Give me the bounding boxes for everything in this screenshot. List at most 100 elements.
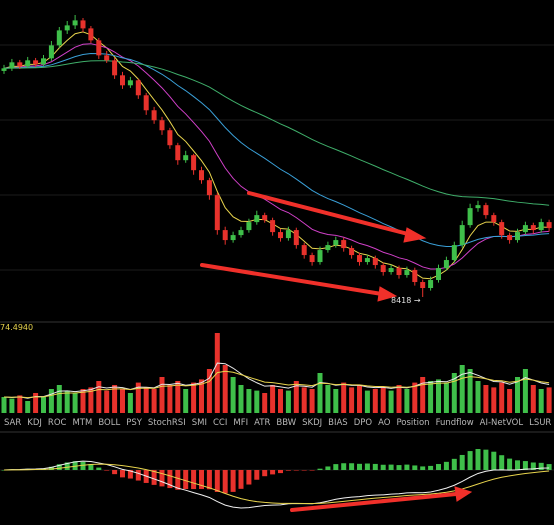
indicator-tab[interactable]: SAR (4, 418, 22, 428)
indicator-tab[interactable]: Position (396, 418, 430, 428)
candle-body (96, 40, 102, 56)
indicator-tab[interactable]: BOLL (98, 418, 121, 428)
volume-bar (262, 393, 268, 413)
candle-body (278, 232, 283, 239)
indicator-tab[interactable]: PSY (126, 418, 142, 428)
indicator-tab[interactable]: DPO (353, 418, 373, 428)
candle-body (112, 60, 118, 76)
candle-body (459, 225, 465, 246)
indicator-tab[interactable]: SMI (191, 418, 207, 428)
volume-bar (9, 398, 15, 413)
candle-body (309, 255, 315, 263)
volume-bar (64, 390, 70, 413)
volume-bar (364, 390, 370, 413)
macd-histogram (127, 470, 133, 479)
indicator-tab[interactable]: SKDJ (302, 418, 323, 428)
macd-histogram (451, 458, 457, 470)
candle-body (357, 255, 362, 263)
macd-histogram (1, 470, 7, 471)
volume-bar (538, 389, 544, 413)
candle-body (175, 145, 181, 161)
candle-body (120, 75, 125, 86)
candle-body (206, 180, 212, 196)
volume-bar (530, 385, 536, 413)
indicator-tab[interactable]: KDJ (27, 418, 42, 428)
macd-histogram (380, 464, 386, 470)
indicator-tab[interactable]: MTM (72, 418, 93, 428)
candle-body (333, 240, 339, 246)
candle-body (388, 268, 394, 273)
candle-body (135, 80, 141, 96)
candle-body (285, 230, 291, 239)
indicator-tab[interactable]: BBW (276, 418, 297, 428)
candle-body (475, 205, 481, 209)
macd-histogram (341, 463, 347, 470)
macd-line (3, 460, 550, 509)
macd-histogram (530, 462, 536, 470)
candle-body (41, 58, 46, 65)
volume-bar (175, 381, 181, 413)
candle-body (364, 258, 370, 263)
macd-histogram (104, 470, 110, 471)
indicator-tab[interactable]: StochRSI (147, 418, 186, 428)
arrow-head (377, 286, 398, 302)
macd-histogram (357, 463, 362, 470)
candle-body (48, 45, 54, 59)
candle-body (491, 215, 497, 223)
volume-bar (135, 382, 141, 413)
candle-body (9, 62, 15, 69)
volume-bar (48, 389, 54, 413)
indicator-tab[interactable]: BIAS (328, 418, 348, 428)
indicator-tab[interactable]: AO (378, 418, 391, 428)
candle-body (127, 80, 133, 86)
indicator-tab[interactable]: MFI (233, 418, 249, 428)
volume-bar (254, 390, 260, 413)
macd-histogram (80, 461, 86, 470)
moving-average (3, 60, 550, 206)
macd-histogram (199, 470, 204, 489)
indicator-tab[interactable]: LSUR (529, 418, 552, 428)
candle-body (467, 208, 473, 226)
volume-bar (380, 386, 386, 413)
macd-histogram (443, 461, 449, 470)
volume-bar (325, 385, 331, 413)
volume-bar (1, 397, 7, 413)
macd-histogram (483, 449, 489, 470)
indicator-tab[interactable]: ATR (254, 418, 271, 428)
macd-histogram (515, 460, 520, 470)
indicator-tab[interactable]: ROC (47, 418, 67, 428)
macd-histogram (420, 466, 426, 470)
macd-histogram (507, 458, 513, 470)
candle-body (80, 20, 86, 29)
macd-histogram (467, 451, 473, 470)
candle-body (254, 215, 260, 223)
volume-bar (230, 377, 236, 413)
macd-histogram (262, 470, 268, 477)
volume-bar (515, 377, 520, 413)
arrow (247, 191, 414, 237)
macd-histogram (120, 470, 125, 478)
candle-body (546, 222, 552, 229)
volume-bar (459, 365, 465, 413)
macd-histogram (72, 461, 78, 470)
macd-histogram (436, 464, 441, 470)
volume-bar (199, 379, 204, 413)
candle-body (428, 280, 434, 289)
volume-bar (120, 389, 125, 413)
volume-bar (507, 389, 513, 413)
indicator-tab[interactable]: Fundflow (435, 418, 474, 428)
volume-bar (317, 373, 323, 413)
macd-histogram (396, 465, 402, 470)
candle-body (191, 155, 197, 171)
indicator-tab[interactable]: AI-NetVOL (479, 418, 524, 428)
volume-label: 74.4940 (0, 323, 33, 332)
volume-bar (293, 381, 299, 413)
volume-bar (467, 369, 473, 413)
macd-histogram (254, 470, 260, 480)
candle-body (246, 222, 252, 231)
volume-bar (357, 385, 362, 413)
indicator-tab[interactable]: CCI (212, 418, 228, 428)
macd-histogram (317, 468, 323, 470)
